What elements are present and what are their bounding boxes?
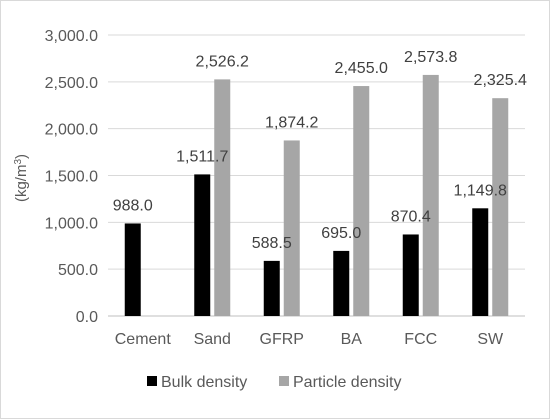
data-label: 2,573.8 <box>404 49 457 66</box>
bar-bulk-density <box>124 223 141 316</box>
y-tick-label: 0.0 <box>76 309 98 326</box>
bar-bulk-density <box>333 250 350 316</box>
data-label: 588.5 <box>252 235 292 252</box>
legend: Bulk density Particle density <box>147 374 402 391</box>
data-label: 695.0 <box>321 225 361 242</box>
bar-bulk-density <box>263 260 280 316</box>
x-tick-label: SW <box>477 331 504 348</box>
y-axis-ticks: 0.0 500.0 1,000.0 1,500.0 2,000.0 2,500.0 3,00… <box>45 28 98 326</box>
data-label: 1,149.8 <box>454 182 507 199</box>
legend-swatch <box>279 376 289 386</box>
x-tick-label: BA <box>341 331 363 348</box>
legend-label: Particle density <box>293 374 402 391</box>
y-tick-label: 3,000.0 <box>45 28 98 45</box>
bar-particle-density <box>214 79 231 316</box>
bar-particle-density <box>353 86 370 316</box>
gridlines <box>108 34 525 317</box>
data-label: 2,455.0 <box>335 60 388 77</box>
bar-bulk-density <box>194 174 211 316</box>
y-tick-label: 1,500.0 <box>45 169 98 186</box>
data-label: 2,526.2 <box>196 53 249 70</box>
legend-swatch <box>147 376 157 386</box>
data-label: 1,874.2 <box>265 114 318 131</box>
data-label: 988.0 <box>113 197 153 214</box>
data-label: 1,511.7 <box>176 148 228 165</box>
bar-bulk-density <box>402 234 419 316</box>
data-label: 870.4 <box>391 208 431 225</box>
bar-particle-density <box>422 74 439 316</box>
legend-label: Bulk density <box>161 374 247 391</box>
y-axis-label-superscript: 3 <box>13 159 24 165</box>
x-tick-label: GFRP <box>260 331 304 348</box>
bar-particle-density <box>492 98 509 316</box>
x-axis-ticks: Cement Sand GFRP BA FCC SW <box>115 331 504 348</box>
y-tick-label: 500.0 <box>58 262 98 279</box>
x-tick-label: Sand <box>194 331 231 348</box>
data-labels: 988.0 1,511.7 2,526.2 588.5 1,874.2 695.0 2,45… <box>113 49 527 252</box>
x-tick-label: Cement <box>115 331 172 348</box>
y-tick-label: 1,000.0 <box>45 215 98 232</box>
x-tick-label: FCC <box>404 331 437 348</box>
y-tick-label: 2,500.0 <box>45 75 98 92</box>
y-tick-label: 2,000.0 <box>45 122 98 139</box>
bar-particle-density <box>283 140 300 316</box>
data-label: 2,325.4 <box>474 72 527 89</box>
bar-bulk-density <box>472 208 489 316</box>
bars <box>124 74 509 316</box>
y-axis-label: (kg/m3) <box>13 154 31 202</box>
